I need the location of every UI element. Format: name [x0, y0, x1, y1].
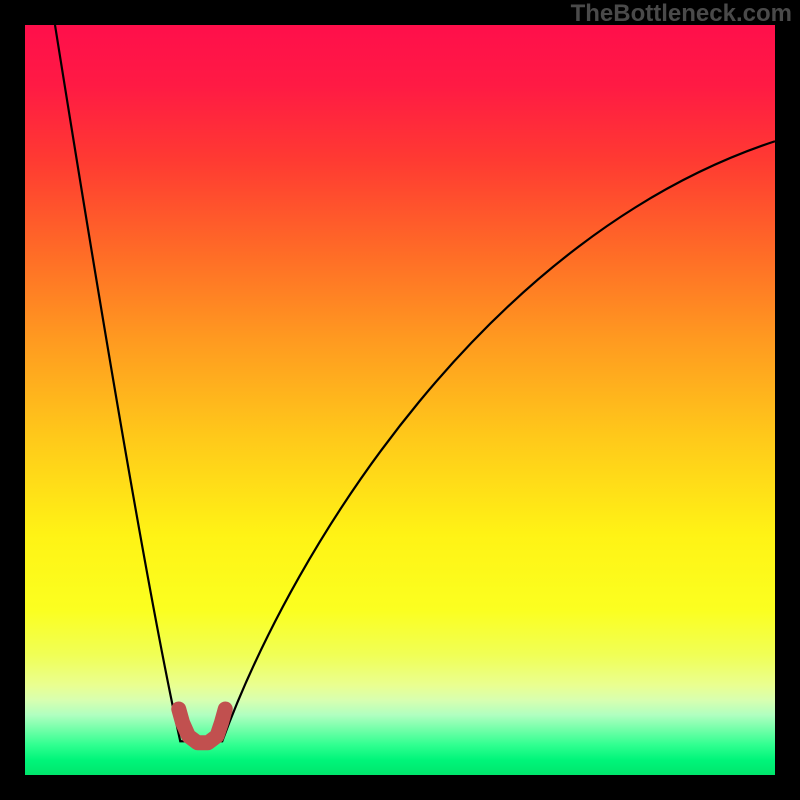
chart-container: TheBottleneck.com	[0, 0, 800, 800]
watermark-text: TheBottleneck.com	[571, 0, 792, 28]
bottleneck-chart	[0, 0, 800, 800]
plot-area	[25, 25, 775, 775]
